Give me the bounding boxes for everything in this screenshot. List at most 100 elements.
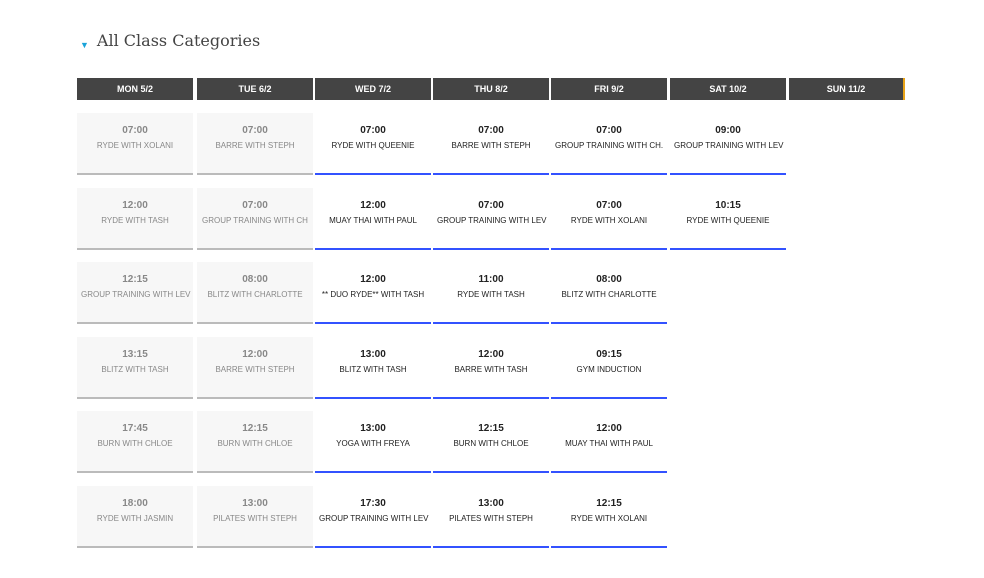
class-name: GROUP TRAINING WITH LEV <box>437 215 547 225</box>
class-name: RYDE WITH QUEENIE <box>331 141 415 150</box>
class-time: 13:00 <box>478 498 504 509</box>
class-card[interactable]: 13:00 PILATES WITH STEPH <box>433 486 549 548</box>
class-card[interactable]: 07:00 BARRE WITH STEPH <box>433 113 549 175</box>
class-card[interactable]: 07:00 GROUP TRAINING WITH CH. <box>551 113 667 175</box>
class-time: 07:00 <box>596 125 622 136</box>
class-card[interactable]: 12:15 GROUP TRAINING WITH LEV <box>77 262 193 325</box>
class-card[interactable]: 10:15 RYDE WITH QUEENIE <box>670 187 786 250</box>
class-time: 12:00 <box>242 348 268 360</box>
class-card[interactable]: 07:00 RYDE WITH XOLANI <box>77 113 193 175</box>
class-time: 07:00 <box>596 199 622 211</box>
day-header: SUN 11/2 <box>789 78 905 100</box>
class-time: 18:00 <box>122 498 148 509</box>
day-column: WED 7/2 07:00 RYDE WITH QUEENIE 12:00 MUAY T… <box>315 78 431 548</box>
class-name: BLITZ WITH TASH <box>101 364 169 374</box>
class-card[interactable]: 09:00 GROUP TRAINING WITH LEV <box>670 113 786 175</box>
class-name: BLITZ WITH CHARLOTTE <box>207 290 303 300</box>
class-name: BARRE WITH TASH <box>454 364 528 374</box>
class-time: 07:00 <box>360 125 386 136</box>
class-card[interactable]: 07:00 GROUP TRAINING WITH CH <box>197 187 313 250</box>
class-name: GROUP TRAINING WITH LEV <box>674 141 784 150</box>
day-header: SAT 10/2 <box>670 78 786 100</box>
class-name: BLITZ WITH TASH <box>339 364 407 374</box>
class-time: 13:00 <box>360 423 386 435</box>
class-card[interactable]: 12:00 RYDE WITH TASH <box>77 187 193 250</box>
class-name: ** DUO RYDE** WITH TASH <box>321 290 425 300</box>
class-name: BARRE WITH STEPH <box>215 141 295 150</box>
day-column: SAT 10/2 09:00 GROUP TRAINING WITH LEV 10:1… <box>670 78 786 250</box>
caret-down-icon[interactable]: ▼ <box>80 39 89 50</box>
class-name: PILATES WITH STEPH <box>449 514 533 523</box>
day-column: SUN 11/2 <box>789 78 905 100</box>
class-card[interactable]: 12:15 RYDE WITH XOLANI <box>551 486 667 548</box>
class-time: 08:00 <box>242 274 268 286</box>
class-time: 07:00 <box>242 125 268 136</box>
class-name: RYDE WITH QUEENIE <box>686 215 770 225</box>
class-time: 12:15 <box>122 274 148 286</box>
class-time: 12:00 <box>478 348 504 360</box>
class-name: GROUP TRAINING WITH CH <box>202 215 308 225</box>
class-time: 09:00 <box>715 125 741 136</box>
class-card[interactable]: 12:00 BARRE WITH STEPH <box>197 336 313 399</box>
class-time: 07:00 <box>122 125 148 136</box>
class-card[interactable]: 12:00 MUAY THAI WITH PAUL <box>551 411 667 474</box>
class-card[interactable]: 07:00 RYDE WITH QUEENIE <box>315 113 431 175</box>
class-time: 07:00 <box>478 125 504 136</box>
class-card[interactable]: 07:00 RYDE WITH XOLANI <box>551 187 667 250</box>
class-card[interactable]: 13:00 PILATES WITH STEPH <box>197 486 313 548</box>
day-header: MON 5/2 <box>77 78 193 100</box>
class-card[interactable]: 13:15 BLITZ WITH TASH <box>77 336 193 399</box>
class-time: 17:30 <box>360 498 386 509</box>
class-name: RYDE WITH XOLANI <box>570 215 648 225</box>
class-time: 08:00 <box>596 274 622 286</box>
class-card[interactable]: 17:45 BURN WITH CHLOE <box>77 411 193 474</box>
class-name: BURN WITH CHLOE <box>453 439 529 449</box>
class-card[interactable]: 11:00 RYDE WITH TASH <box>433 262 549 325</box>
class-time: 12:00 <box>360 199 386 211</box>
class-time: 07:00 <box>478 199 504 211</box>
class-time: 13:00 <box>360 348 386 360</box>
class-time: 13:00 <box>242 498 268 509</box>
class-name: MUAY THAI WITH PAUL <box>329 215 417 225</box>
class-name: BLITZ WITH CHARLOTTE <box>561 290 657 300</box>
class-card[interactable]: 18:00 RYDE WITH JASMIN <box>77 486 193 548</box>
day-header: FRI 9/2 <box>551 78 667 100</box>
class-time: 10:15 <box>715 199 741 211</box>
category-filter[interactable]: ▼ All Class Categories <box>80 31 260 50</box>
class-card[interactable]: 12:00 MUAY THAI WITH PAUL <box>315 187 431 250</box>
day-column: TUE 6/2 07:00 BARRE WITH STEPH 07:00 GROUP T… <box>197 78 313 548</box>
class-time: 11:00 <box>478 274 504 286</box>
class-card[interactable]: 17:30 GROUP TRAINING WITH LEV <box>315 486 431 548</box>
class-card[interactable]: 12:00 ** DUO RYDE** WITH TASH <box>315 262 431 325</box>
day-column: MON 5/2 07:00 RYDE WITH XOLANI 12:00 RYDE WI… <box>77 78 193 548</box>
category-filter-label: All Class Categories <box>96 31 261 50</box>
class-card[interactable]: 08:00 BLITZ WITH CHARLOTTE <box>551 262 667 325</box>
class-name: BURN WITH CHLOE <box>97 439 173 449</box>
class-card[interactable]: 13:00 YOGA WITH FREYA <box>315 411 431 474</box>
class-name: GROUP TRAINING WITH LEV <box>81 290 191 300</box>
class-name: BURN WITH CHLOE <box>217 439 293 449</box>
class-card[interactable]: 07:00 BARRE WITH STEPH <box>197 113 313 175</box>
class-card[interactable]: 08:00 BLITZ WITH CHARLOTTE <box>197 262 313 325</box>
class-time: 07:00 <box>242 199 268 211</box>
class-name: BARRE WITH STEPH <box>215 364 295 374</box>
class-card[interactable]: 12:15 BURN WITH CHLOE <box>433 411 549 474</box>
class-time: 12:15 <box>478 423 504 435</box>
class-name: MUAY THAI WITH PAUL <box>565 439 653 449</box>
class-name: GYM INDUCTION <box>576 364 642 374</box>
class-card[interactable]: 12:15 BURN WITH CHLOE <box>197 411 313 474</box>
class-card[interactable]: 07:00 GROUP TRAINING WITH LEV <box>433 187 549 250</box>
class-card[interactable]: 12:00 BARRE WITH TASH <box>433 336 549 399</box>
class-time: 12:00 <box>122 199 148 211</box>
class-name: YOGA WITH FREYA <box>336 439 410 449</box>
class-card[interactable]: 13:00 BLITZ WITH TASH <box>315 336 431 399</box>
class-name: RYDE WITH TASH <box>457 290 525 300</box>
class-card[interactable]: 09:15 GYM INDUCTION <box>551 336 667 399</box>
class-time: 17:45 <box>122 423 148 435</box>
day-column: THU 8/2 07:00 BARRE WITH STEPH 07:00 GROUP T… <box>433 78 549 548</box>
class-name: RYDE WITH TASH <box>101 215 169 225</box>
class-name: RYDE WITH XOLANI <box>96 141 174 150</box>
day-header: WED 7/2 <box>315 78 431 100</box>
class-name: RYDE WITH XOLANI <box>570 514 648 523</box>
day-header: THU 8/2 <box>433 78 549 100</box>
